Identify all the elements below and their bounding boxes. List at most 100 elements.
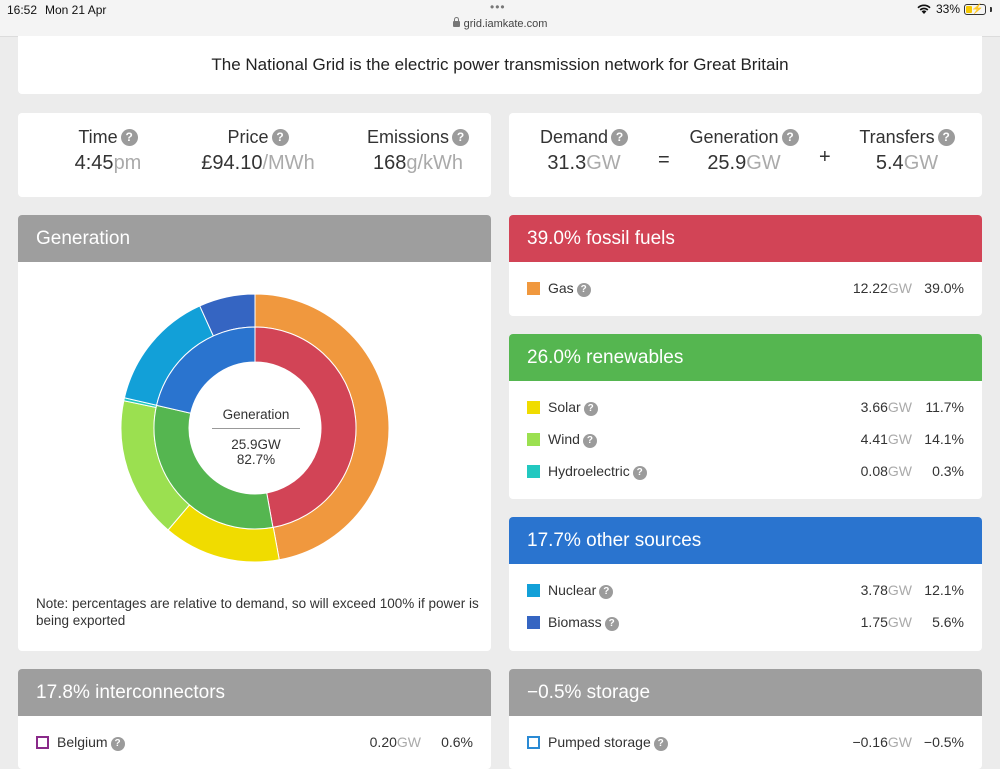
address-bar[interactable]: grid.iamkate.com	[0, 17, 1000, 30]
storage-rows: Pumped storage? −0.16GW −0.5%	[509, 716, 982, 759]
interconnectors-title: 17.8% interconnectors	[18, 669, 491, 716]
transfers-unit: GW	[903, 152, 939, 174]
solar-gw: 3.66	[860, 399, 888, 415]
biomass-gw-unit: GW	[887, 614, 912, 630]
donut-center-label: Generation	[222, 407, 290, 422]
wind-gw-unit: GW	[887, 431, 912, 447]
help-icon[interactable]: ?	[271, 129, 289, 146]
source-row-pumped-storage: Pumped storage? −0.16GW −0.5%	[509, 727, 982, 759]
donut-center: Generation 25.9GW 82.7%	[196, 407, 316, 467]
belgium-gw-unit: GW	[396, 734, 421, 750]
storage-title: −0.5% storage	[509, 669, 982, 716]
time-value: 4:45	[74, 152, 114, 174]
generation-label: Generation	[689, 127, 779, 147]
biomass-gw: 1.75	[860, 614, 888, 630]
pumped-storage-gw: −0.16	[852, 734, 888, 750]
biomass-label: Biomass	[548, 614, 602, 630]
belgium-label: Belgium	[57, 734, 108, 750]
transfers-value: 5.4	[875, 152, 904, 174]
hydroelectric-swatch	[527, 465, 540, 478]
help-icon[interactable]: ?	[937, 129, 955, 146]
donut-center-pct: 82.7%	[236, 452, 276, 467]
nuclear-gw-unit: GW	[887, 582, 912, 598]
emissions-unit: g/kWh	[406, 152, 464, 174]
renewables-title: 26.0% renewables	[509, 334, 982, 381]
clock: 16:52	[7, 3, 38, 17]
help-icon[interactable]: ?	[599, 585, 614, 599]
demand-unit: GW	[586, 152, 621, 174]
help-icon[interactable]: ?	[653, 737, 668, 751]
wind-pct: 14.1%	[924, 431, 964, 447]
stat-generation: Generation? 25.9GW	[669, 127, 819, 175]
wifi-icon	[917, 4, 931, 14]
nuclear-swatch	[527, 584, 540, 597]
generation-donut-chart	[120, 293, 390, 563]
nuclear-label: Nuclear	[548, 582, 597, 598]
fossil-fuels-title: 39.0% fossil fuels	[509, 215, 982, 262]
help-icon[interactable]: ?	[582, 434, 597, 448]
other-sources-panel: 17.7% other sources Nuclear? 3.78GW 12.1…	[509, 517, 982, 651]
gas-gw: 12.22	[852, 280, 888, 296]
biomass-swatch	[527, 616, 540, 629]
price-unit: /MWh	[262, 152, 315, 174]
wind-gw: 4.41	[860, 431, 888, 447]
help-icon[interactable]: ?	[632, 466, 647, 480]
source-row-belgium: Belgium? 0.20GW 0.6%	[18, 727, 491, 759]
status-bar: 16:52 Mon 21 Apr ••• grid.iamkate.com 33…	[0, 0, 1000, 37]
fossil-rows: Gas? 12.22GW 39.0%	[509, 262, 982, 305]
help-icon[interactable]: ?	[452, 129, 470, 146]
generation-note: Note: percentages are relative to demand…	[36, 596, 479, 628]
help-icon[interactable]: ?	[110, 737, 125, 751]
biomass-pct: 5.6%	[932, 614, 964, 630]
more-dots-icon[interactable]: •••	[490, 0, 506, 14]
demand-value: 31.3	[547, 152, 587, 174]
solar-label: Solar	[548, 399, 581, 415]
demand-label: Demand	[539, 127, 609, 147]
nuclear-gw: 3.78	[860, 582, 888, 598]
intro-text: The National Grid is the electric power …	[211, 55, 789, 74]
equals-sign: =	[658, 149, 670, 171]
source-row-wind: Wind? 4.41GW 14.1%	[509, 424, 982, 456]
nuclear-pct: 12.1%	[924, 582, 964, 598]
hydroelectric-gw: 0.08	[860, 463, 888, 479]
stat-price: Price? £94.10/MWh	[168, 127, 348, 175]
source-row-solar: Solar? 3.66GW 11.7%	[509, 392, 982, 424]
price-stats-card: Time? 4:45pm Price? £94.10/MWh Emissions…	[18, 113, 491, 197]
help-icon[interactable]: ?	[604, 617, 619, 631]
price-label: Price	[227, 127, 269, 147]
donut-center-divider	[212, 428, 300, 429]
gas-label: Gas	[548, 280, 574, 296]
intro-card: The National Grid is the electric power …	[18, 36, 982, 94]
transfers-label: Transfers	[859, 127, 935, 147]
help-icon[interactable]: ?	[583, 402, 598, 416]
inner-segment-fossil-fuels	[254, 326, 357, 528]
generation-panel-title: Generation	[18, 215, 491, 262]
stat-time: Time? 4:45pm	[18, 127, 198, 175]
plus-sign: +	[819, 146, 831, 168]
renewables-panel: 26.0% renewables Solar? 3.66GW 11.7% Win…	[509, 334, 982, 499]
source-row-gas: Gas? 12.22GW 39.0%	[509, 273, 982, 305]
generation-value: 25.9	[707, 152, 747, 174]
gas-pct: 39.0%	[924, 280, 964, 296]
other-rows: Nuclear? 3.78GW 12.1% Biomass? 1.75GW 5.…	[509, 564, 982, 639]
stat-demand: Demand? 31.3GW	[509, 127, 659, 175]
belgium-swatch	[36, 736, 49, 749]
battery-percent: 33%	[935, 2, 960, 16]
gas-gw-unit: GW	[887, 280, 912, 296]
help-icon[interactable]: ?	[120, 129, 138, 146]
price-value: £94.10	[201, 152, 263, 174]
help-icon[interactable]: ?	[611, 129, 629, 146]
pumped-storage-gw-unit: GW	[887, 734, 912, 750]
renewables-rows: Solar? 3.66GW 11.7% Wind? 4.41GW 14.1% H…	[509, 381, 982, 488]
battery-cap	[990, 6, 992, 12]
generation-unit: GW	[746, 152, 781, 174]
source-row-nuclear: Nuclear? 3.78GW 12.1%	[509, 575, 982, 607]
source-row-biomass: Biomass? 1.75GW 5.6%	[509, 607, 982, 639]
solar-gw-unit: GW	[887, 399, 912, 415]
source-row-hydroelectric: Hydroelectric? 0.08GW 0.3%	[509, 456, 982, 488]
hydroelectric-pct: 0.3%	[932, 463, 964, 479]
help-icon[interactable]: ?	[781, 129, 799, 146]
fossil-fuels-panel: 39.0% fossil fuels Gas? 12.22GW 39.0%	[509, 215, 982, 316]
help-icon[interactable]: ?	[576, 283, 591, 297]
battery-icon: ⚡	[964, 3, 986, 15]
